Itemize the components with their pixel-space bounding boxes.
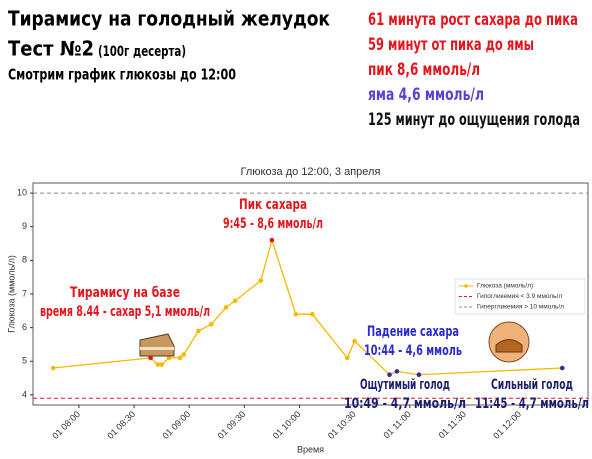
annotation: Сильный голод <box>491 377 573 393</box>
point <box>166 355 172 361</box>
annotation: 11:45 - 4,7 ммоль/л <box>475 396 589 412</box>
x-tick-label: 01 10:00 <box>271 409 303 441</box>
test-label: Тест №2 <box>8 37 94 61</box>
title: Тирамису на голодный желудок <box>8 7 330 31</box>
point <box>269 237 275 243</box>
y-tick-label: 7 <box>22 288 27 298</box>
x-tick-label: 01 12:00 <box>491 409 523 441</box>
x-tick-label: 01 10:30 <box>326 409 358 441</box>
annotation: 9:45 - 8,6 ммоль/л <box>223 216 323 232</box>
point <box>394 369 400 374</box>
point <box>232 298 238 304</box>
point <box>387 372 392 378</box>
x-axis-label: Время <box>297 444 324 454</box>
annotation: 10:49 - 4,7 ммоль/л <box>344 396 466 412</box>
annotation: Ощутимый голод <box>360 377 450 393</box>
point <box>181 352 186 357</box>
annotation: время 8.44 - сахар 5,1 ммоль/л <box>40 304 210 320</box>
point <box>148 355 153 361</box>
legend-label: Гипергликемия > 10 ммоль/л <box>477 304 564 311</box>
cake-layer <box>140 347 174 350</box>
legend-label: Глюкоза (ммоль/л) <box>477 283 533 290</box>
legend-box <box>454 278 586 315</box>
point <box>258 278 264 283</box>
point <box>416 372 422 378</box>
annotation: Пик сахара <box>239 197 307 213</box>
annotation: Падение сахара <box>367 324 459 340</box>
fact: 125 минут до ощущения голода <box>368 110 580 130</box>
annotation: Тирамису на базе <box>70 285 180 301</box>
test-note: (100г десерта) <box>98 44 186 60</box>
subtitle: Смотрим график глюкозы до 12:00 <box>8 66 236 84</box>
y-tick-label: 10 <box>17 187 27 197</box>
fact: яма 4,6 ммоль/л <box>368 85 484 105</box>
fact: 61 минута рост сахара до пика <box>368 10 578 30</box>
legend-marker <box>464 284 468 288</box>
x-tick-label: 01 08:00 <box>50 409 82 441</box>
point <box>310 311 315 317</box>
legend-label: Гипогликемия < 3.9 ммоль/л <box>477 293 562 300</box>
point <box>177 355 183 361</box>
cake-icon <box>139 333 175 357</box>
y-tick-label: 5 <box>22 356 27 366</box>
burger-icon <box>495 339 523 353</box>
point <box>559 365 565 371</box>
fact: пик 8,6 ммоль/л <box>368 60 480 80</box>
point <box>196 328 201 334</box>
point <box>344 355 350 361</box>
point <box>352 338 357 344</box>
annotation: 10:44 - 4,6 ммоль <box>364 343 462 359</box>
point <box>155 362 161 367</box>
x-tick-label: 01 09:30 <box>216 409 248 441</box>
x-tick-label: 01 11:00 <box>381 409 412 440</box>
legend: Глюкоза (ммоль/л) Гипогликемия < 3.9 ммол… <box>454 278 586 315</box>
x-tick-label: 01 11:30 <box>437 409 468 440</box>
y-tick-label: 8 <box>22 255 27 265</box>
x-tick-label: 01 08:30 <box>105 409 137 441</box>
point <box>223 305 229 310</box>
chart-title: Глюкоза до 12:00, 3 апреля <box>241 166 381 178</box>
y-tick-label: 4 <box>22 389 27 399</box>
y-tick-label: 9 <box>22 221 27 231</box>
point <box>159 362 164 367</box>
fact: 59 минут от пика до ямы <box>368 35 534 55</box>
point <box>208 321 214 327</box>
point <box>293 311 299 317</box>
point <box>50 365 56 371</box>
x-tick-label: 01 09:00 <box>160 409 192 441</box>
y-axis-label: Глюкоза (ммоль/л) <box>6 255 16 333</box>
y-tick-label: 6 <box>22 322 27 332</box>
